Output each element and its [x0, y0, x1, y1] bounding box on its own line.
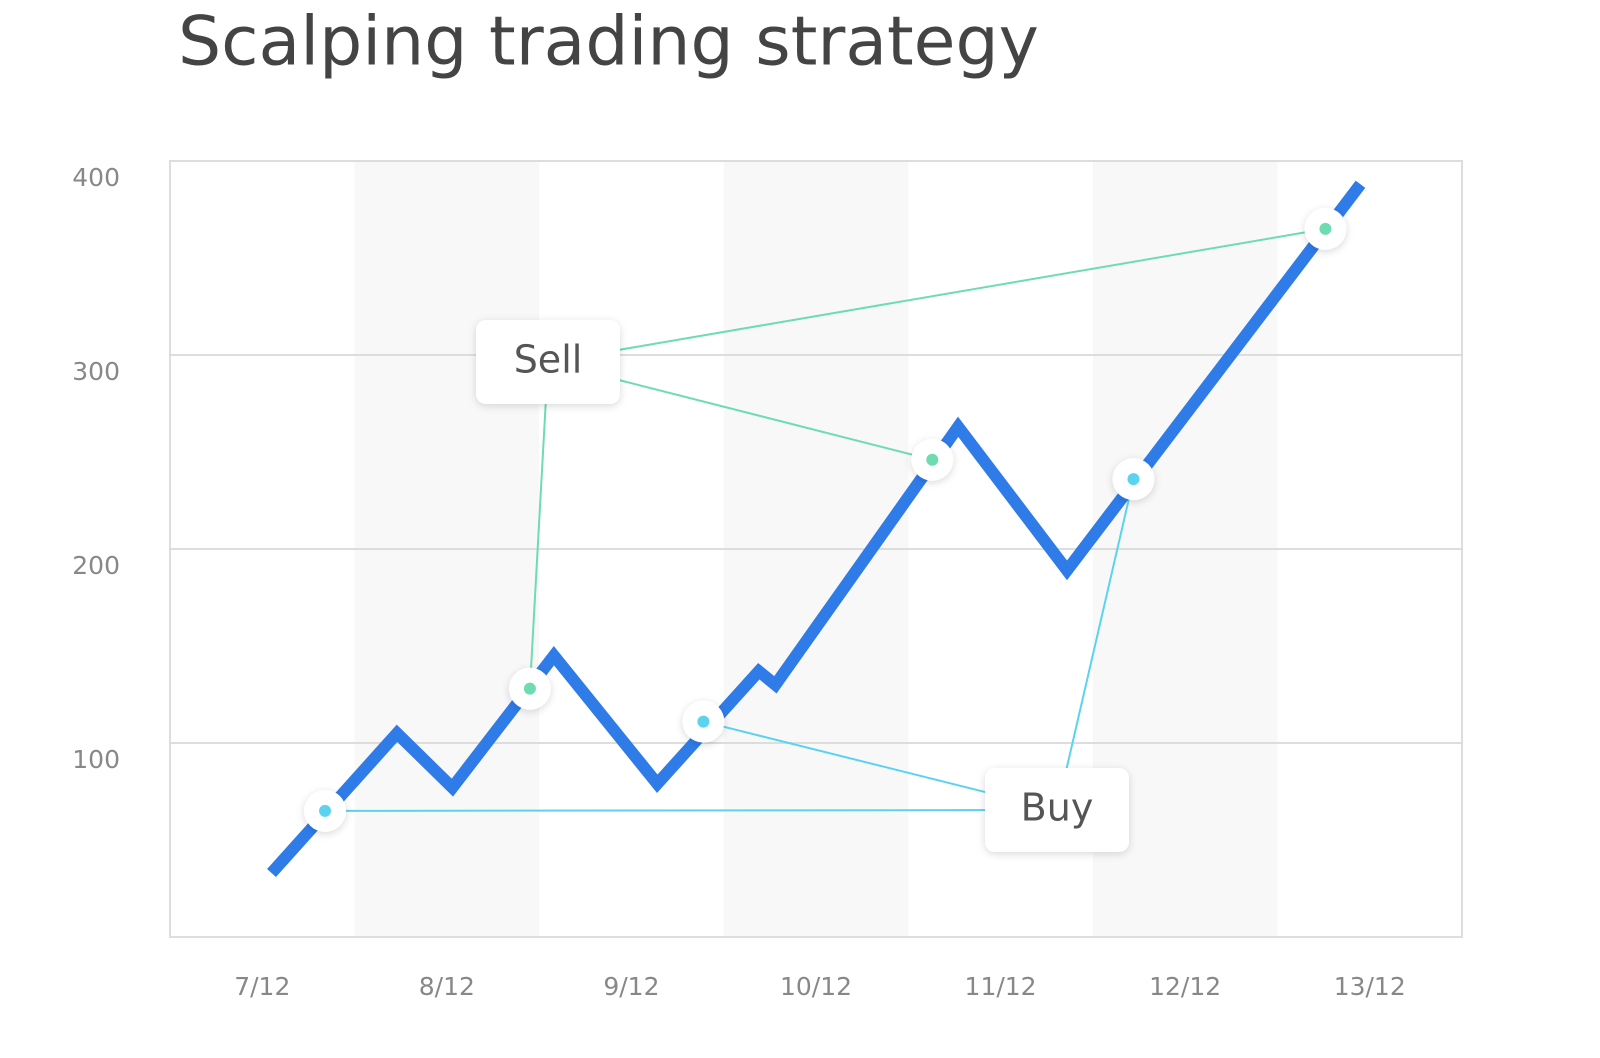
x-tick-label: 11/12 — [965, 972, 1037, 1001]
y-tick-label: 200 — [72, 551, 120, 580]
x-tick-label: 8/12 — [419, 972, 475, 1001]
x-tick-label: 12/12 — [1149, 972, 1221, 1001]
callout-box — [985, 768, 1129, 852]
callout-box — [476, 320, 620, 404]
marker — [926, 453, 939, 466]
marker — [523, 682, 536, 695]
y-tick-label: 400 — [72, 163, 120, 192]
y-tick-label: 300 — [72, 357, 120, 386]
callout-label: Sell — [514, 338, 583, 382]
leader-line — [325, 809, 1058, 812]
chart-title: Scalping trading strategy — [178, 3, 1039, 82]
marker — [697, 715, 710, 728]
marker — [1319, 222, 1332, 235]
leader-line — [528, 361, 549, 689]
x-tick-label: 9/12 — [603, 972, 659, 1001]
y-tick-label: 100 — [72, 745, 120, 774]
marker — [319, 804, 332, 817]
leader-line — [547, 227, 1326, 363]
leader-line — [1056, 478, 1135, 811]
x-tick-label: 10/12 — [780, 972, 852, 1001]
x-tick-label: 7/12 — [234, 972, 290, 1001]
callout-label: Buy — [1021, 786, 1094, 830]
x-tick-label: 13/12 — [1334, 972, 1406, 1001]
marker — [1127, 473, 1140, 486]
